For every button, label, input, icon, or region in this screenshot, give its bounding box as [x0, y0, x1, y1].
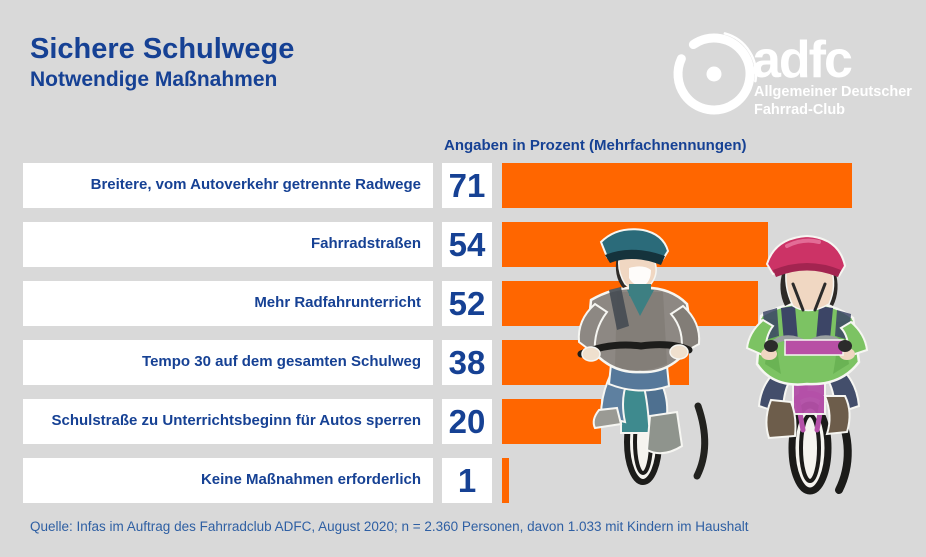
- page-title: Sichere Schulwege: [30, 33, 295, 65]
- value-box: 1: [442, 458, 492, 503]
- category-label: Mehr Radfahrunterricht: [254, 294, 421, 312]
- right-cyclist: [745, 234, 869, 495]
- category-label-box: Breitere, vom Autoverkehr getrennte Radw…: [23, 163, 433, 208]
- logo-wordmark: adfc: [752, 31, 852, 89]
- category-label-box: Schulstraße zu Unterrichtsbeginn für Aut…: [23, 399, 433, 444]
- wheel-icon: [670, 30, 758, 118]
- value-box: 20: [442, 399, 492, 444]
- value-box: 54: [442, 222, 492, 267]
- category-label: Fahrradstraßen: [310, 235, 421, 253]
- value-box: 52: [442, 281, 492, 326]
- chart-title: Angaben in Prozent (Mehrfachnennungen): [444, 137, 747, 154]
- bar-row: Breitere, vom Autoverkehr getrennte Radw…: [0, 163, 926, 208]
- category-label-box: Mehr Radfahrunterricht: [23, 281, 433, 326]
- value-box: 71: [442, 163, 492, 208]
- value-number: 54: [448, 225, 486, 263]
- value-number: 38: [448, 343, 486, 381]
- bar-row: Fahrradstraßen 54: [0, 222, 926, 267]
- category-label-box: Keine Maßnahmen erforderlich: [23, 458, 433, 503]
- category-label: Keine Maßnahmen erforderlich: [200, 471, 421, 489]
- category-label: Breitere, vom Autoverkehr getrennte Radw…: [90, 176, 421, 194]
- left-cyclist: [577, 228, 709, 485]
- bar-chart: Breitere, vom Autoverkehr getrennte Radw…: [0, 163, 926, 517]
- value-number: 71: [448, 166, 486, 204]
- page-subtitle: Notwendige Maßnahmen: [30, 68, 278, 92]
- adfc-logo: adfc Allgemeiner Deutscher Fahrrad-Club: [670, 30, 912, 118]
- value-number: 52: [448, 284, 486, 322]
- category-label-box: Fahrradstraßen: [23, 222, 433, 267]
- category-label-box: Tempo 30 auf dem gesamten Schulweg: [23, 340, 433, 385]
- bar-row: Schulstraße zu Unterrichtsbeginn für Aut…: [0, 399, 926, 444]
- value-number: 1: [457, 461, 477, 499]
- category-label: Schulstraße zu Unterrichtsbeginn für Aut…: [51, 412, 422, 430]
- bar-row: Keine Maßnahmen erforderlich 1: [0, 458, 926, 503]
- logo-line2: Fahrrad-Club: [754, 102, 845, 118]
- cyclists-illustration: [577, 228, 869, 495]
- category-label: Tempo 30 auf dem gesamten Schulweg: [142, 353, 421, 371]
- bar: [502, 399, 601, 444]
- value-box: 38: [442, 340, 492, 385]
- source-note: Quelle: Infas im Auftrag des Fahrradclub…: [30, 519, 749, 534]
- bar: [502, 163, 852, 208]
- logo-line1: Allgemeiner Deutscher: [754, 84, 912, 100]
- bar: [502, 458, 509, 503]
- value-number: 20: [448, 402, 486, 440]
- title-block: Sichere Schulwege Notwendige Maßnahmen: [30, 34, 294, 92]
